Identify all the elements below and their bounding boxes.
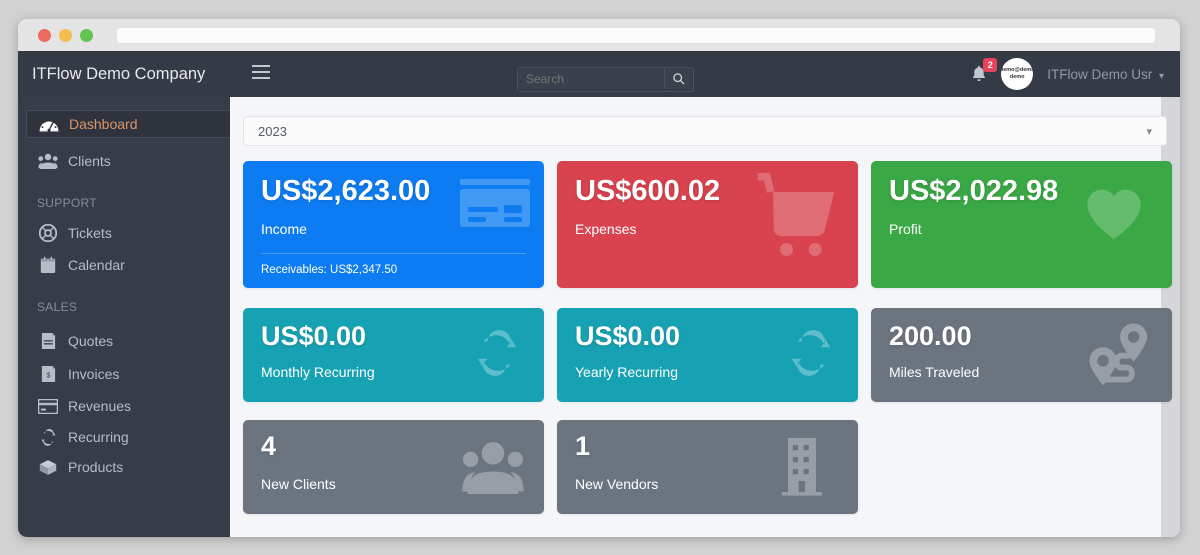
svg-text:$: $ — [46, 373, 50, 380]
